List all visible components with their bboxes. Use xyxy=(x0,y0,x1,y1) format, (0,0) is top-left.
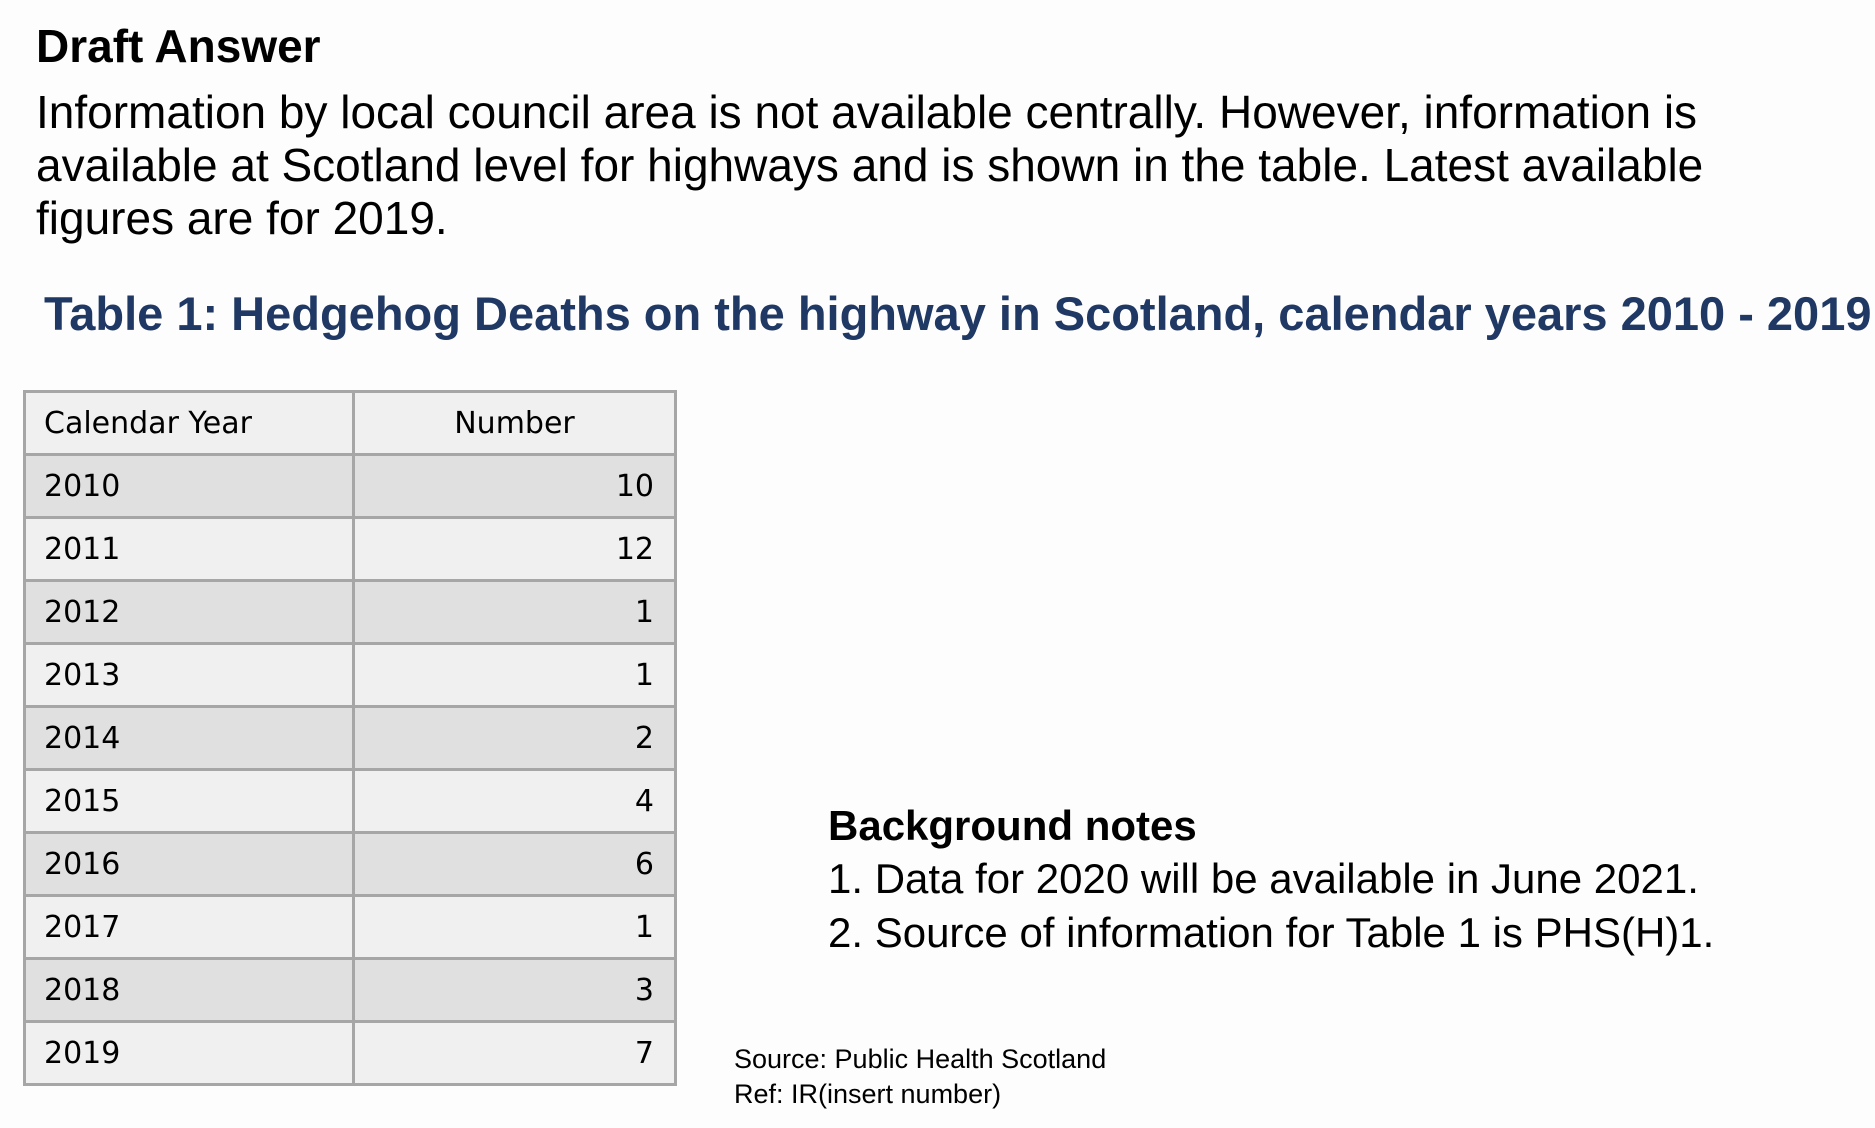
cell-number: 10 xyxy=(352,453,677,519)
cell-year: 2019 xyxy=(23,1020,355,1086)
cell-number: 4 xyxy=(352,768,677,834)
column-header-number: Number xyxy=(352,390,677,456)
table-row: 2015 4 xyxy=(23,768,677,834)
cell-year: 2010 xyxy=(23,453,355,519)
cell-number: 6 xyxy=(352,831,677,897)
source-line: Source: Public Health Scotland xyxy=(734,1044,1107,1074)
table-row: 2013 1 xyxy=(23,642,677,708)
background-note-item: 2. Source of information for Table 1 is … xyxy=(828,909,1715,956)
table-row: 2011 12 xyxy=(23,516,677,582)
background-note-item: 1. Data for 2020 will be available in Ju… xyxy=(828,855,1699,902)
cell-year: 2015 xyxy=(23,768,355,834)
hedgehog-deaths-table: Calendar Year Number 2010 10 2011 12 201… xyxy=(23,390,677,1086)
cell-number: 2 xyxy=(352,705,677,771)
background-notes-list: 1. Data for 2020 will be available in Ju… xyxy=(828,852,1714,960)
page-heading: Draft Answer xyxy=(36,20,321,72)
table-row: 2016 6 xyxy=(23,831,677,897)
cell-year: 2011 xyxy=(23,516,355,582)
cell-number: 3 xyxy=(352,957,677,1023)
cell-number: 1 xyxy=(352,894,677,960)
cell-year: 2014 xyxy=(23,705,355,771)
background-notes: Background notes 1. Data for 2020 will b… xyxy=(828,800,1714,960)
table-row: 2018 3 xyxy=(23,957,677,1023)
cell-number: 7 xyxy=(352,1020,677,1086)
table-row: 2012 1 xyxy=(23,579,677,645)
table-row: 2019 7 xyxy=(23,1020,677,1086)
table-row: 2017 1 xyxy=(23,894,677,960)
cell-number: 12 xyxy=(352,516,677,582)
cell-year: 2012 xyxy=(23,579,355,645)
cell-number: 1 xyxy=(352,579,677,645)
table-header-row: Calendar Year Number xyxy=(23,390,677,456)
reference-line: Ref: IR(insert number) xyxy=(734,1079,1002,1109)
cell-year: 2013 xyxy=(23,642,355,708)
column-header-calendar-year: Calendar Year xyxy=(23,390,355,456)
cell-year: 2016 xyxy=(23,831,355,897)
table-row: 2010 10 xyxy=(23,453,677,519)
table-title: Table 1: Hedgehog Deaths on the highway … xyxy=(44,287,1872,340)
table-row: 2014 2 xyxy=(23,705,677,771)
intro-paragraph: Information by local council area is not… xyxy=(36,86,1704,244)
cell-year: 2018 xyxy=(23,957,355,1023)
cell-number: 1 xyxy=(352,642,677,708)
cell-year: 2017 xyxy=(23,894,355,960)
source-footer: Source: Public Health Scotland Ref: IR(i… xyxy=(734,1042,1106,1112)
background-notes-title: Background notes xyxy=(828,802,1197,849)
